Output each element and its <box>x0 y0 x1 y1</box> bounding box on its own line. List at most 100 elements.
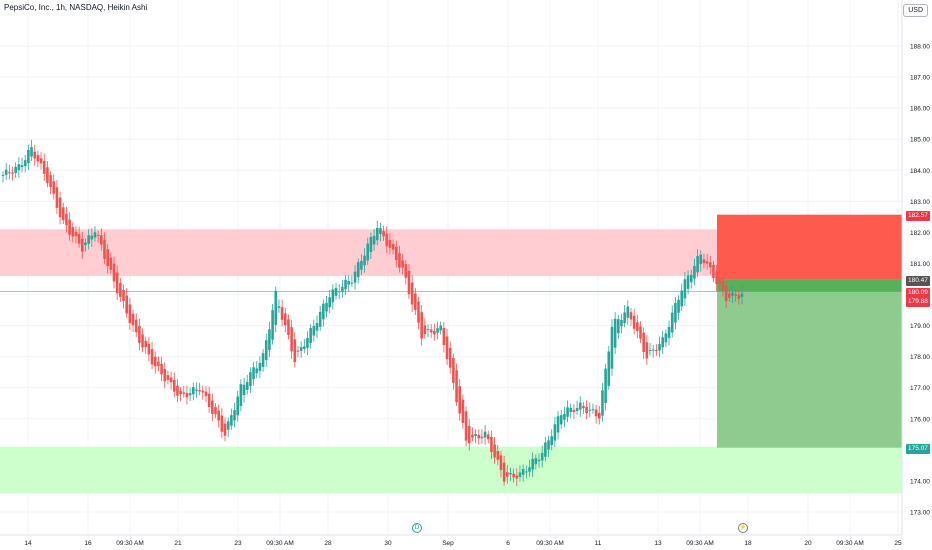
candle-body <box>639 326 642 339</box>
candle-body <box>636 322 639 331</box>
candle-body <box>563 413 566 420</box>
x-tick-label: 13 <box>654 540 662 547</box>
candle-body <box>93 232 97 238</box>
candle-body <box>106 249 109 267</box>
candle-body <box>677 299 680 313</box>
candle-body <box>334 288 338 296</box>
candle-body <box>455 370 458 403</box>
candle-body <box>150 349 154 365</box>
candle-body <box>375 227 379 241</box>
candle-body <box>226 421 230 430</box>
candle-body <box>268 329 271 351</box>
candle-body <box>337 291 341 293</box>
candle-body <box>410 282 414 305</box>
candle-body <box>11 172 14 174</box>
candle-body <box>65 213 68 226</box>
candle-body <box>347 281 351 285</box>
candle-body <box>55 187 59 208</box>
candle-body <box>58 197 62 218</box>
y-tick-label: 176.00 <box>910 416 930 423</box>
candle-body <box>363 255 366 266</box>
candle-body <box>49 175 52 187</box>
candle-body <box>613 318 617 348</box>
candle-body <box>490 436 493 453</box>
candle-body <box>604 368 607 404</box>
x-tick-label: 09:30 AM <box>266 540 293 547</box>
candle-body <box>322 303 325 320</box>
candle-body <box>360 260 363 270</box>
candle-body <box>198 390 201 392</box>
candle-body <box>505 472 509 477</box>
currency-button[interactable]: USD <box>903 4 928 17</box>
y-tick-label: 186.00 <box>910 106 930 113</box>
candle-body <box>426 329 430 331</box>
candle-body <box>230 415 233 426</box>
candle-body <box>249 372 252 386</box>
candle-body <box>169 377 173 383</box>
earnings-icon[interactable]: ⚡ <box>738 523 748 533</box>
x-tick-label: 20 <box>804 540 812 547</box>
candle-body <box>207 393 211 408</box>
candle-body <box>344 279 347 290</box>
price-zones <box>0 214 902 494</box>
candle-body <box>318 311 322 327</box>
x-tick-label: 23 <box>234 540 242 547</box>
candle-body <box>90 235 94 240</box>
stop-price-tag: 182.57 <box>906 211 930 221</box>
candle-body <box>429 329 433 333</box>
candle-body <box>477 435 481 439</box>
candle-body <box>528 467 531 472</box>
candle-body <box>315 323 319 331</box>
candle-body <box>182 392 186 394</box>
x-tick-label: 30 <box>384 540 392 547</box>
y-tick-label: 178.00 <box>910 354 930 361</box>
candle-body <box>670 312 674 333</box>
candle-body <box>458 386 462 414</box>
candle-body <box>52 181 56 194</box>
candle-body <box>518 472 522 478</box>
candle-body <box>309 328 312 343</box>
candle-body <box>553 424 557 441</box>
candle-body <box>391 243 395 250</box>
candle-body <box>252 367 255 380</box>
candle-body <box>134 319 138 333</box>
candle-body <box>591 409 595 411</box>
candle-body <box>379 228 382 235</box>
candle-body <box>597 412 601 419</box>
candle-body <box>686 275 690 289</box>
candle-body <box>629 312 633 320</box>
candle-body <box>201 390 205 393</box>
candle-body <box>683 279 687 299</box>
candle-body <box>153 356 157 367</box>
candle-body <box>601 390 604 416</box>
candle-body <box>452 357 455 383</box>
candle-body <box>220 415 224 432</box>
candle-body <box>128 304 132 324</box>
candle-body <box>718 277 722 284</box>
candle-body <box>366 243 370 261</box>
candle-series <box>1 139 744 487</box>
x-tick-label: 16 <box>84 540 92 547</box>
candle-body <box>651 349 655 351</box>
candle-body <box>467 425 471 444</box>
dividend-icon[interactable]: D <box>412 523 422 533</box>
candle-body <box>306 338 309 348</box>
candle-body <box>141 334 144 348</box>
candle-body <box>578 402 582 410</box>
candle-body <box>176 385 179 396</box>
candle-body <box>715 271 718 284</box>
candle-body <box>724 285 728 302</box>
candle-body <box>702 259 706 264</box>
y-tick-label: 179.00 <box>910 323 930 330</box>
x-tick-label: 25 <box>894 540 902 547</box>
candle-body <box>87 235 90 244</box>
candle-body <box>217 410 220 421</box>
candle-body <box>464 411 468 441</box>
candle-body <box>642 332 645 352</box>
candle-body <box>705 261 709 264</box>
candle-body <box>287 319 290 336</box>
candle-body <box>493 444 496 458</box>
candle-body <box>721 280 725 291</box>
candle-body <box>4 169 8 175</box>
